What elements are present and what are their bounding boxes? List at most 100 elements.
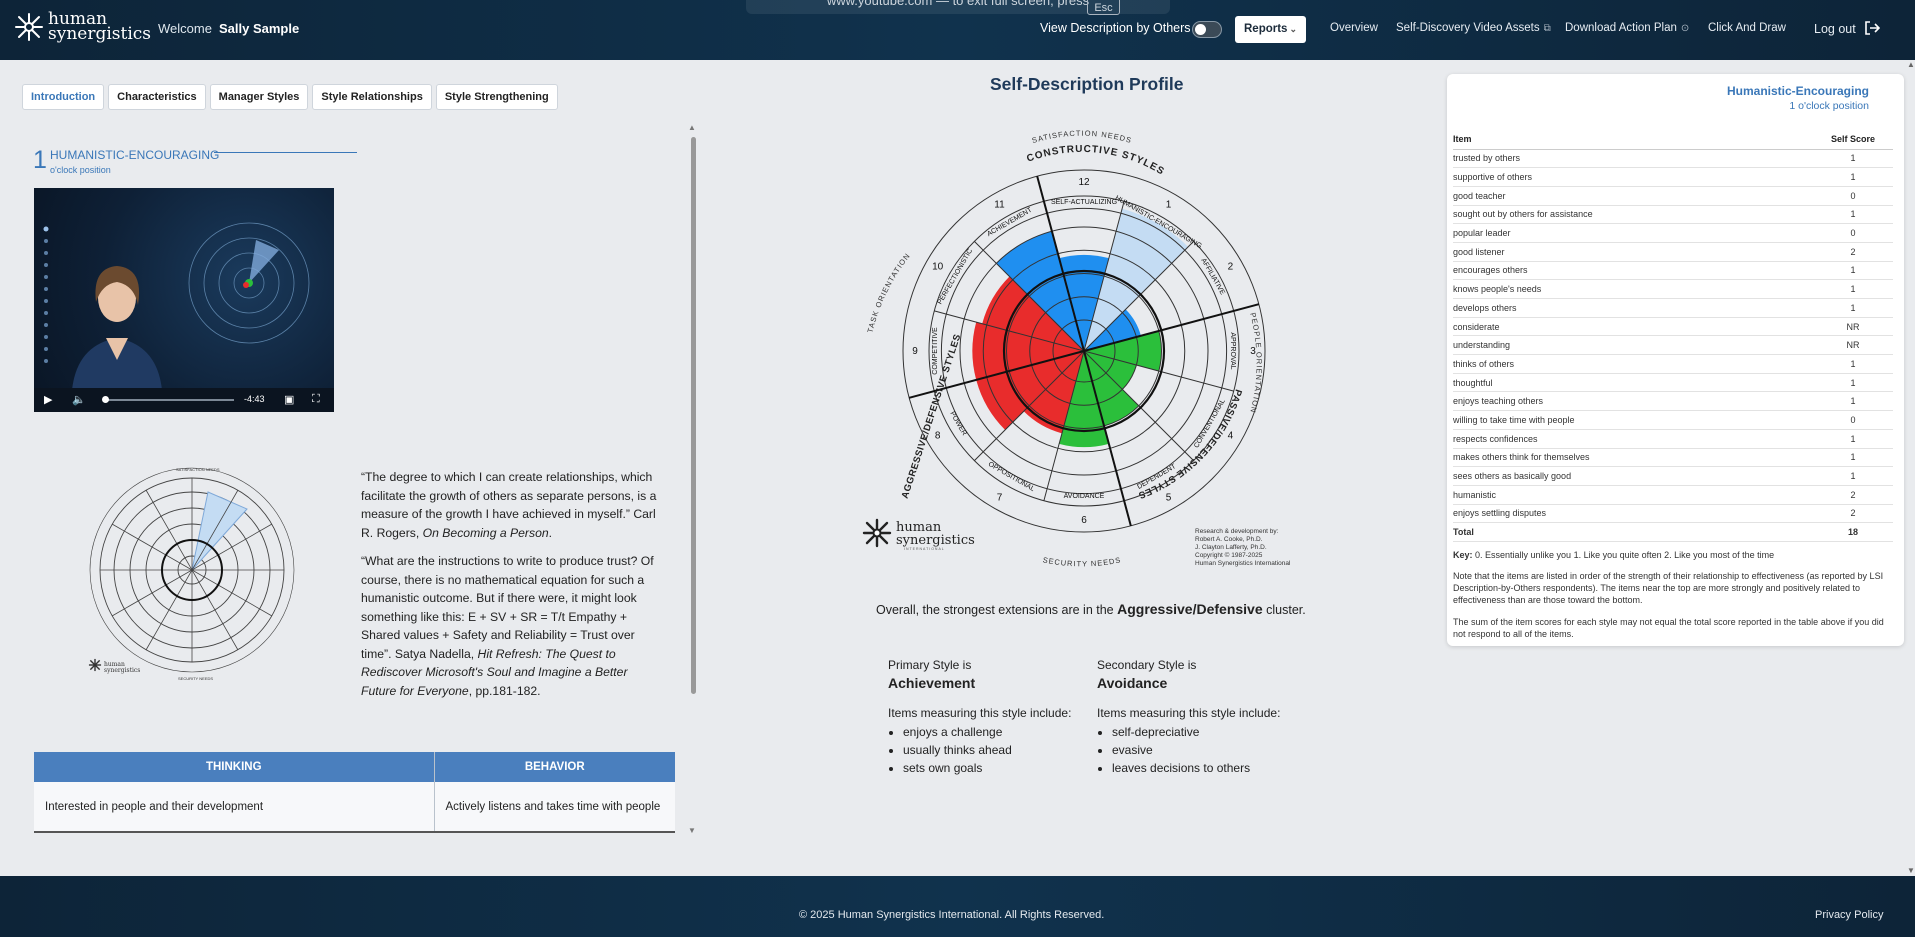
reports-dropdown[interactable]: Reports ⌄ <box>1235 16 1306 43</box>
scroll-down-icon[interactable]: ▼ <box>688 826 696 835</box>
table-row: sees others as basically good 1 <box>1453 466 1893 486</box>
footer-copyright: © 2025 Human Synergistics International.… <box>799 909 1105 921</box>
wheel-logo-sub: INTERNATIONAL <box>904 547 945 551</box>
table-row: sought out by others for assistance 1 <box>1453 205 1893 225</box>
behavior-header: BEHAVIOR <box>433 752 675 782</box>
item-cell: makes others think for themselves <box>1453 448 1813 468</box>
passive-defensive-label: PASSIVE/DEFENSIVE STYLES <box>1136 388 1243 501</box>
style-number-label: 1 <box>1166 200 1172 211</box>
esc-key-hint: Esc <box>1087 0 1120 15</box>
welcome-label: Welcome <box>158 21 212 36</box>
table-row: trusted by others 1 <box>1453 149 1893 169</box>
pip-icon[interactable]: ▣ <box>284 394 295 406</box>
svg-text:SATISFACTION NEEDS: SATISFACTION NEEDS <box>1031 129 1133 145</box>
score-cell: 1 <box>1813 429 1893 449</box>
list-item: enjoys a challenge <box>903 723 1071 741</box>
logo-line1: human <box>48 9 108 29</box>
page-scroll-down-icon[interactable]: ▼ <box>1907 866 1915 875</box>
video-progress-handle[interactable] <box>102 396 109 403</box>
strongest-pre: Overall, the strongest extensions are in… <box>876 603 1118 617</box>
fullscreen-notice-text: www.youtube.com — to exit full screen, p… <box>826 0 1090 8</box>
company-logo[interactable]: human synergistics <box>14 9 151 43</box>
strongest-post: cluster. <box>1262 603 1306 617</box>
wheel-slice <box>1084 351 1139 426</box>
style-items-card: Humanistic-Encouraging 1 o'clock positio… <box>1447 74 1904 646</box>
secondary-style-value: Avoidance <box>1097 675 1168 691</box>
quote-rogers-end: . <box>548 525 553 540</box>
tab-manager-styles[interactable]: Manager Styles <box>209 84 309 110</box>
footer <box>0 876 1915 937</box>
tab-style-relationships[interactable]: Style Relationships <box>312 84 432 110</box>
col-item-header: Item <box>1453 129 1813 150</box>
wheel-slice <box>1059 254 1109 351</box>
research-credit: Research & development by: <box>1195 528 1279 535</box>
table-row: willing to take time with people 0 <box>1453 410 1893 430</box>
logout-button[interactable]: Log out <box>1814 21 1881 36</box>
score-cell: 2 <box>1813 504 1893 524</box>
wheel-copyright: Copyright © 1987-2025 <box>1195 551 1263 559</box>
play-icon[interactable]: ▶ <box>44 394 53 406</box>
video-side-dots <box>43 226 49 376</box>
volume-icon[interactable]: 🔈 <box>72 394 86 406</box>
style-name-label: SELF-ACTUALIZING <box>1051 199 1117 206</box>
tab-characteristics[interactable]: Characteristics <box>108 84 206 110</box>
wheel-slice <box>1059 351 1109 448</box>
style-name-label: POWER <box>948 411 967 437</box>
score-cell: 2 <box>1813 242 1893 262</box>
privacy-policy-link[interactable]: Privacy Policy <box>1815 909 1884 921</box>
nav-video-assets[interactable]: Self-Discovery Video Assets ⧉ <box>1396 22 1551 34</box>
quote-rogers-text: “The degree to which I can create relati… <box>361 470 657 540</box>
score-cell: 1 <box>1813 261 1893 281</box>
left-pane-scrollbar[interactable] <box>691 137 696 694</box>
wheel-logo: human synergistics INTERNATIONAL <box>862 518 975 551</box>
view-desc-toggle[interactable] <box>1192 21 1222 38</box>
video-player[interactable]: ▶ 🔈 -4:43 ▣ ⛶ <box>34 188 334 412</box>
style-name-label: AVOIDANCE <box>1064 493 1105 500</box>
list-item: usually thinks ahead <box>903 741 1071 759</box>
table-row: popular leader 0 <box>1453 223 1893 243</box>
fullscreen-icon[interactable]: ⛶ <box>312 393 320 405</box>
wheel-company: Human Synergistics International <box>1195 560 1291 567</box>
wheel-slice <box>1084 351 1137 390</box>
score-cell: 1 <box>1813 279 1893 299</box>
nav-action-plan-label: Download Action Plan <box>1565 22 1677 34</box>
style-number-label: 12 <box>1078 177 1090 188</box>
nav-action-plan[interactable]: Download Action Plan ⊙ <box>1565 22 1689 34</box>
svg-text:CONSTRUCTIVE STYLES: CONSTRUCTIVE STYLES <box>1025 144 1166 178</box>
list-item: leaves decisions to others <box>1112 759 1280 777</box>
reports-label: Reports <box>1244 23 1288 35</box>
style-number-label: 8 <box>935 431 941 442</box>
quote-nadella: “What are the instructions to write to p… <box>361 552 665 700</box>
style-number-label: 9 <box>912 346 918 357</box>
sum-note: The sum of the item scores for each styl… <box>1453 617 1884 639</box>
table-row: respects confidences 1 <box>1453 429 1893 449</box>
score-cell: NR <box>1813 335 1893 356</box>
profile-title: Self-Description Profile <box>990 74 1184 94</box>
wheel-slice <box>982 276 1084 351</box>
chevron-down-icon: ⌄ <box>1289 24 1297 34</box>
table-row: good teacher 0 <box>1453 186 1893 206</box>
secondary-style-label: Secondary Style is <box>1097 658 1197 672</box>
scroll-up-icon[interactable]: ▲ <box>688 123 696 132</box>
secondary-items-list: self-depreciative evasive leaves decisio… <box>1097 723 1280 777</box>
nav-overview[interactable]: Overview <box>1330 22 1378 34</box>
primary-items-list: enjoys a challenge usually thinks ahead … <box>888 723 1071 777</box>
tab-style-strengthening[interactable]: Style Strengthening <box>435 84 558 110</box>
external-link-icon: ⧉ <box>1543 23 1551 34</box>
style-number-label: 2 <box>1228 262 1234 273</box>
col-score-header: Self Score <box>1813 129 1893 150</box>
item-cell: humanistic <box>1453 485 1813 505</box>
total-label: Total <box>1453 522 1813 542</box>
items-table: Item Self Score trusted by others 1 suppor… <box>1453 129 1893 542</box>
nav-click-draw[interactable]: Click And Draw <box>1708 22 1786 34</box>
item-cell: willing to take time with people <box>1453 410 1813 430</box>
tab-introduction[interactable]: Introduction <box>22 84 105 110</box>
item-cell: knows people's needs <box>1453 279 1813 299</box>
page-scroll-up-icon[interactable]: ▲ <box>1907 60 1915 69</box>
style-number-label: 3 <box>1250 346 1256 357</box>
table-row: enjoys teaching others 1 <box>1453 391 1893 412</box>
video-progress-bar[interactable] <box>104 399 234 401</box>
wheel-slice <box>972 322 1084 380</box>
table-row: Interested in people and their developme… <box>34 782 675 833</box>
